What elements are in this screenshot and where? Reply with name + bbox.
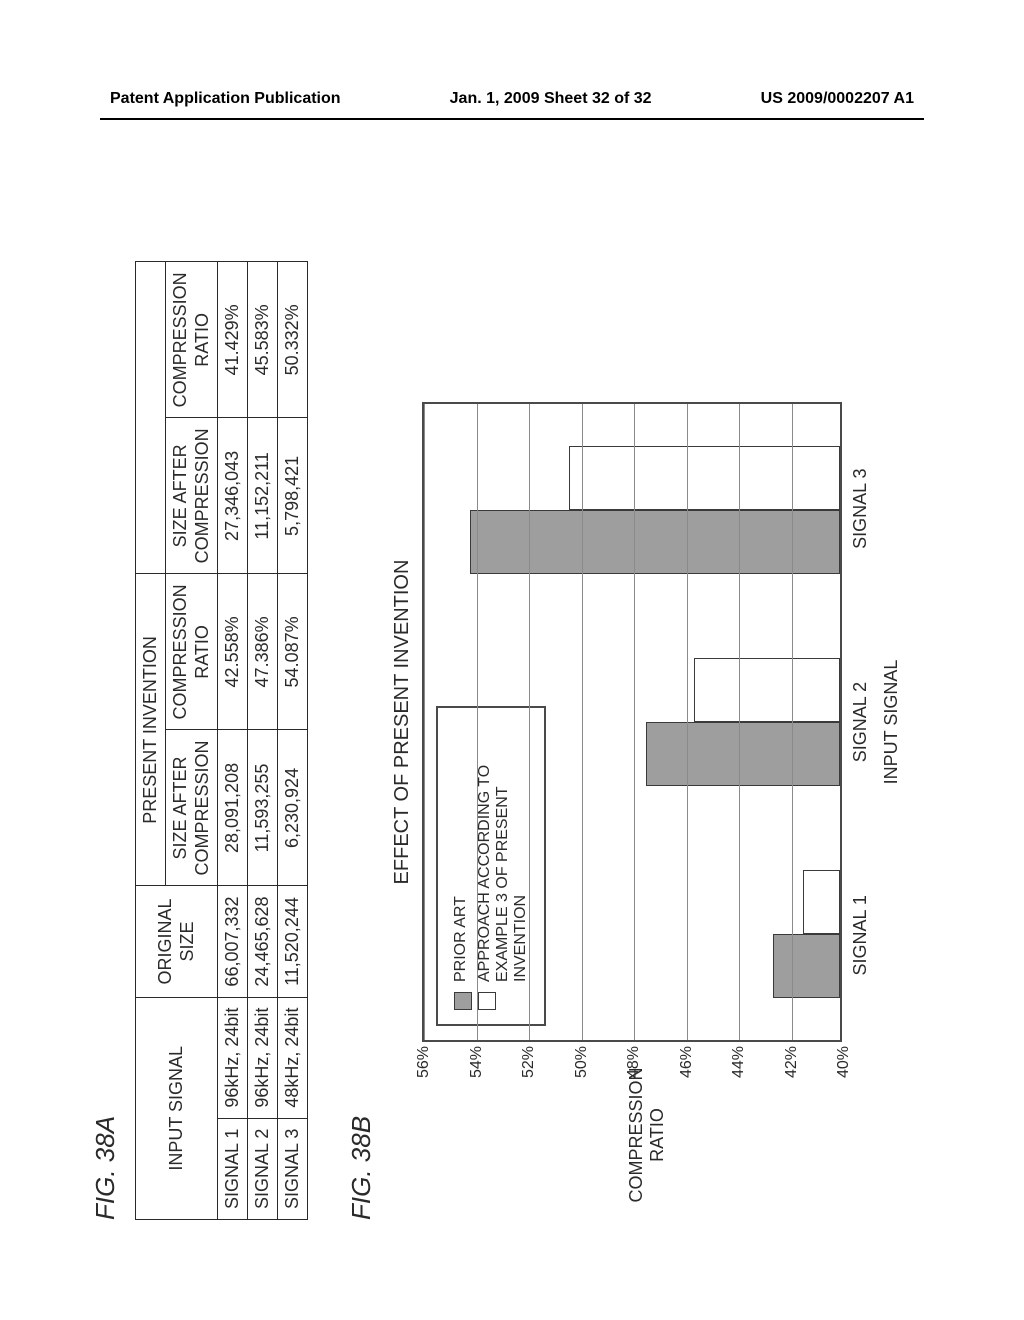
cell: 41.429% [218,262,248,418]
compression-chart: COMPRESSIONRATIO EFFECT OF PRESENT INVEN… [391,220,902,1220]
ytick-label: 54% [468,1046,486,1078]
cell: 28,091,208 [218,730,248,886]
cell: 11,593,255 [248,730,278,886]
legend-swatch [478,992,496,1010]
chart-yticks: 40%42%44%46%48%50%52%54%56% [424,1044,840,1094]
header-rule [100,118,924,120]
page-header: Patent Application Publication Jan. 1, 2… [0,90,1024,108]
bar [646,722,840,786]
xlabel: SIGNAL 3 [850,469,871,549]
compression-table: INPUT SIGNAL ORIGINALSIZE PRESENT INVENT… [135,261,308,1220]
cell: 45.583% [248,262,278,418]
gridline [634,404,635,1040]
cell: 27,346,043 [218,418,248,574]
chart-title: EFFECT OF PRESENT INVENTION [391,402,414,1042]
header-center: Jan. 1, 2009 Sheet 32 of 32 [450,90,652,108]
bar [470,510,840,574]
gridline [582,404,583,1040]
chart-plot-area: 40%42%44%46%48%50%52%54%56% PRIOR ART AP… [422,402,842,1042]
xlabel: SIGNAL 2 [850,682,871,762]
table-row: SIGNAL 1 96kHz, 24bit 66,007,332 28,091,… [218,262,248,1220]
figure-region: FIG. 38A INPUT SIGNAL ORIGINALSIZE PRESE… [70,190,970,1250]
ytick-label: 52% [520,1046,538,1078]
ytick-label: 56% [415,1046,433,1078]
legend-item-present-invention: APPROACH ACCORDING TO EXAMPLE 3 OF PRESE… [476,722,530,1010]
gridline [424,404,425,1040]
legend-swatch [454,992,472,1010]
legend-item-prior-art: PRIOR ART [452,722,472,1010]
figure-38b-label: FIG. 38B [346,220,377,1220]
th-original-size: ORIGINALSIZE [136,886,218,997]
cell: 96kHz, 24bit [248,997,278,1118]
th-pa-ratio: COMPRESSIONRATIO [166,574,218,730]
gridline [477,404,478,1040]
gridline [739,404,740,1040]
bar-group [646,658,840,786]
cell: 11,152,211 [248,418,278,574]
cell: 54.087% [278,574,308,730]
gridline [687,404,688,1040]
ytick-label: 42% [783,1046,801,1078]
gridline [529,404,530,1040]
legend-label: APPROACH ACCORDING TO EXAMPLE 3 OF PRESE… [476,722,530,982]
ytick-label: 44% [730,1046,748,1078]
bar-group [773,870,840,998]
bar-group [470,446,840,574]
table-row: SIGNAL 3 48kHz, 24bit 11,520,244 6,230,9… [278,262,308,1220]
bar [569,446,840,510]
bar [694,658,841,722]
cell: 96kHz, 24bit [218,997,248,1118]
cell: SIGNAL 1 [218,1118,248,1219]
ytick-label: 40% [835,1046,853,1078]
th-prior-art: PRESENT INVENTION [136,574,166,886]
legend-label: PRIOR ART [452,896,470,982]
xlabel: SIGNAL 1 [850,895,871,975]
cell: 47.386% [248,574,278,730]
chart-xlabels: SIGNAL 1 SIGNAL 2 SIGNAL 3 [850,402,871,1042]
cell: 5,798,421 [278,418,308,574]
cell: 50.332% [278,262,308,418]
cell: SIGNAL 2 [248,1118,278,1219]
th-pi-ratio: COMPRESSIONRATIO [166,262,218,418]
gridline [792,404,793,1040]
ytick-label: 50% [573,1046,591,1078]
cell: 42.558% [218,574,248,730]
th-present-invention [136,262,166,574]
th-pa-size: SIZE AFTERCOMPRESSION [166,730,218,886]
table-row: SIGNAL 2 96kHz, 24bit 24,465,628 11,593,… [248,262,278,1220]
bar [773,934,840,998]
figure-38a-label: FIG. 38A [90,220,121,1220]
cell: 48kHz, 24bit [278,997,308,1118]
header-right: US 2009/0002207 A1 [761,90,914,108]
cell: SIGNAL 3 [278,1118,308,1219]
ytick-label: 48% [625,1046,643,1078]
th-input-signal: INPUT SIGNAL [136,997,218,1219]
header-left: Patent Application Publication [110,90,341,108]
th-pi-size: SIZE AFTERCOMPRESSION [166,418,218,574]
chart-xlabel-title: INPUT SIGNAL [881,402,902,1042]
cell: 24,465,628 [248,886,278,997]
cell: 11,520,244 [278,886,308,997]
cell: 6,230,924 [278,730,308,886]
ytick-label: 46% [678,1046,696,1078]
cell: 66,007,332 [218,886,248,997]
bar [803,870,841,934]
